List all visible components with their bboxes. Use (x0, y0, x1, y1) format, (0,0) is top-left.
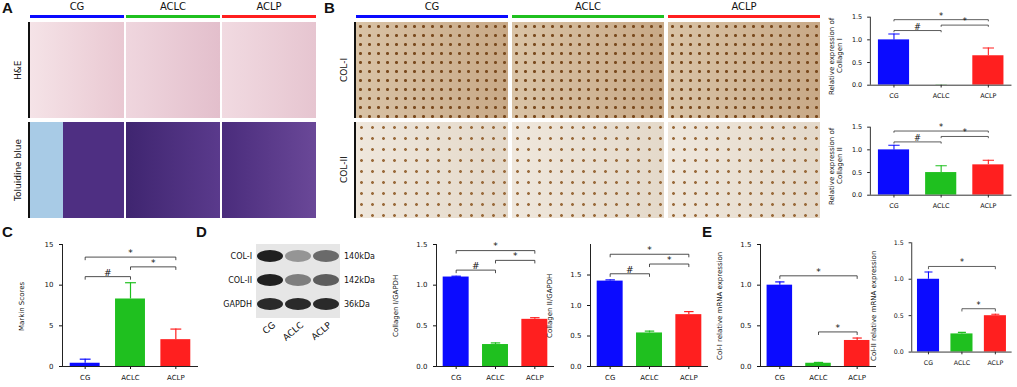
svg-text:ACLP: ACLP (848, 374, 866, 382)
svg-text:0.5: 0.5 (852, 169, 862, 177)
svg-text:0.5: 0.5 (740, 322, 751, 330)
svg-text:#: # (914, 133, 921, 143)
html-text:Markin Scores: Markin Scores (18, 281, 26, 331)
svg-text:5: 5 (49, 322, 53, 330)
svg-text:1.0: 1.0 (852, 36, 862, 44)
svg-text:36kDa: 36kDa (344, 300, 370, 309)
svg-text:CG: CG (80, 374, 90, 382)
html-text:Col-I relative mRNA expression: Col-I relative mRNA expression (716, 251, 724, 361)
svg-text:142kDa: 142kDa (344, 276, 375, 285)
svg-text:#: # (472, 261, 480, 271)
html-text:CG: CG (424, 1, 440, 12)
html-text:Toluidine blue: Toluidine blue (13, 139, 23, 201)
html-text:Collagen I/GAPDH: Collagen I/GAPDH (392, 274, 400, 338)
svg-text:1.5: 1.5 (416, 241, 427, 249)
svg-text:140kDa: 140kDa (344, 252, 375, 261)
html-text:ACLP: ACLP (256, 1, 282, 12)
svg-text:0.5: 0.5 (570, 332, 581, 340)
html-text:A: A (2, 0, 13, 16)
svg-text:ACLC: ACLC (121, 374, 139, 382)
svg-text:ACLC: ACLC (640, 374, 658, 382)
html-text:COL-I: COL-I (339, 57, 349, 83)
html-text:ACLC: ACLC (159, 1, 187, 12)
svg-text:ACLP: ACLP (980, 202, 996, 210)
html-text:Relative expression of Collage: Relative expression of Collagen I (828, 17, 844, 95)
svg-text:COL-I: COL-I (231, 252, 252, 261)
svg-text:*: * (939, 122, 943, 132)
svg-text:1.0: 1.0 (740, 281, 751, 289)
svg-text:*: * (836, 323, 841, 333)
svg-text:1.5: 1.5 (740, 241, 751, 249)
svg-text:1.0: 1.0 (416, 281, 427, 289)
html-text:COL-II: COL-II (339, 156, 349, 184)
svg-text:ACLP: ACLP (167, 374, 185, 382)
svg-text:ACLP: ACLP (309, 320, 333, 343)
svg-text:1.0: 1.0 (852, 146, 862, 154)
svg-text:COL-II: COL-II (228, 276, 252, 285)
svg-text:ACLP: ACLP (987, 359, 1003, 366)
html-text:CG: CG (69, 1, 85, 12)
svg-text:#: # (914, 22, 921, 32)
svg-text:1.5: 1.5 (570, 271, 581, 279)
svg-text:CG: CG (924, 359, 933, 366)
svg-text:ACLP: ACLP (680, 374, 698, 382)
svg-text:*: * (493, 241, 498, 251)
svg-text:*: * (647, 245, 652, 255)
html-text:Col-II relative mRNA expressio: Col-II relative mRNA expression (870, 250, 878, 362)
svg-text:*: * (667, 255, 672, 265)
html-text:ACLP: ACLP (731, 1, 757, 12)
html-text:C: C (2, 223, 13, 240)
svg-text:*: * (963, 127, 967, 137)
svg-text:1.5: 1.5 (894, 239, 904, 246)
svg-text:0.0: 0.0 (852, 191, 862, 199)
svg-text:0.0: 0.0 (852, 81, 862, 89)
svg-text:1.5: 1.5 (852, 13, 862, 21)
svg-text:#: # (104, 268, 112, 278)
svg-text:ACLC: ACLC (954, 359, 971, 366)
svg-text:1.0: 1.0 (894, 275, 904, 282)
svg-text:GAPDH: GAPDH (223, 300, 252, 309)
svg-text:ACLC: ACLC (281, 320, 306, 343)
svg-text:0.5: 0.5 (894, 312, 904, 319)
svg-text:*: * (960, 258, 964, 267)
svg-text:0.0: 0.0 (740, 363, 751, 371)
html-text:B: B (324, 0, 335, 16)
svg-text:CG: CG (889, 202, 898, 210)
svg-text:*: * (816, 267, 821, 277)
html-text:Collagen II/GAPDH: Collagen II/GAPDH (546, 273, 554, 339)
html-text:D: D (196, 223, 207, 240)
svg-text:ACLC: ACLC (933, 92, 950, 100)
html-text:Relative expression of Collage: Relative expression of Collagen II (828, 127, 844, 205)
svg-text:ACLC: ACLC (933, 202, 950, 210)
svg-text:10: 10 (45, 281, 54, 289)
svg-text:0.5: 0.5 (416, 322, 427, 330)
svg-text:*: * (151, 258, 156, 268)
svg-text:0.0: 0.0 (894, 348, 904, 355)
svg-text:1.5: 1.5 (852, 123, 862, 131)
svg-text:CG: CG (775, 374, 785, 382)
svg-text:ACLC: ACLC (809, 374, 827, 382)
svg-text:ACLP: ACLP (980, 92, 996, 100)
svg-text:*: * (513, 251, 518, 261)
svg-text:1.0: 1.0 (570, 302, 581, 310)
svg-text:0.0: 0.0 (416, 363, 427, 371)
svg-text:#: # (626, 265, 634, 275)
svg-text:*: * (128, 248, 133, 258)
svg-text:*: * (939, 11, 943, 21)
svg-text:ACLP: ACLP (526, 374, 544, 382)
svg-text:CG: CG (889, 92, 898, 100)
svg-text:ACLC: ACLC (486, 374, 504, 382)
svg-text:CG: CG (451, 374, 461, 382)
svg-text:*: * (977, 301, 981, 310)
svg-text:15: 15 (45, 241, 54, 249)
html-text:H&E: H&E (13, 60, 23, 80)
svg-text:CG: CG (261, 320, 278, 336)
html-text:E: E (702, 223, 712, 240)
svg-text:0: 0 (49, 363, 53, 371)
svg-text:0.0: 0.0 (570, 363, 581, 371)
html-text:ACLC: ACLC (574, 1, 602, 12)
svg-text:0.5: 0.5 (852, 59, 862, 67)
svg-text:CG: CG (605, 374, 615, 382)
svg-text:*: * (963, 16, 967, 26)
